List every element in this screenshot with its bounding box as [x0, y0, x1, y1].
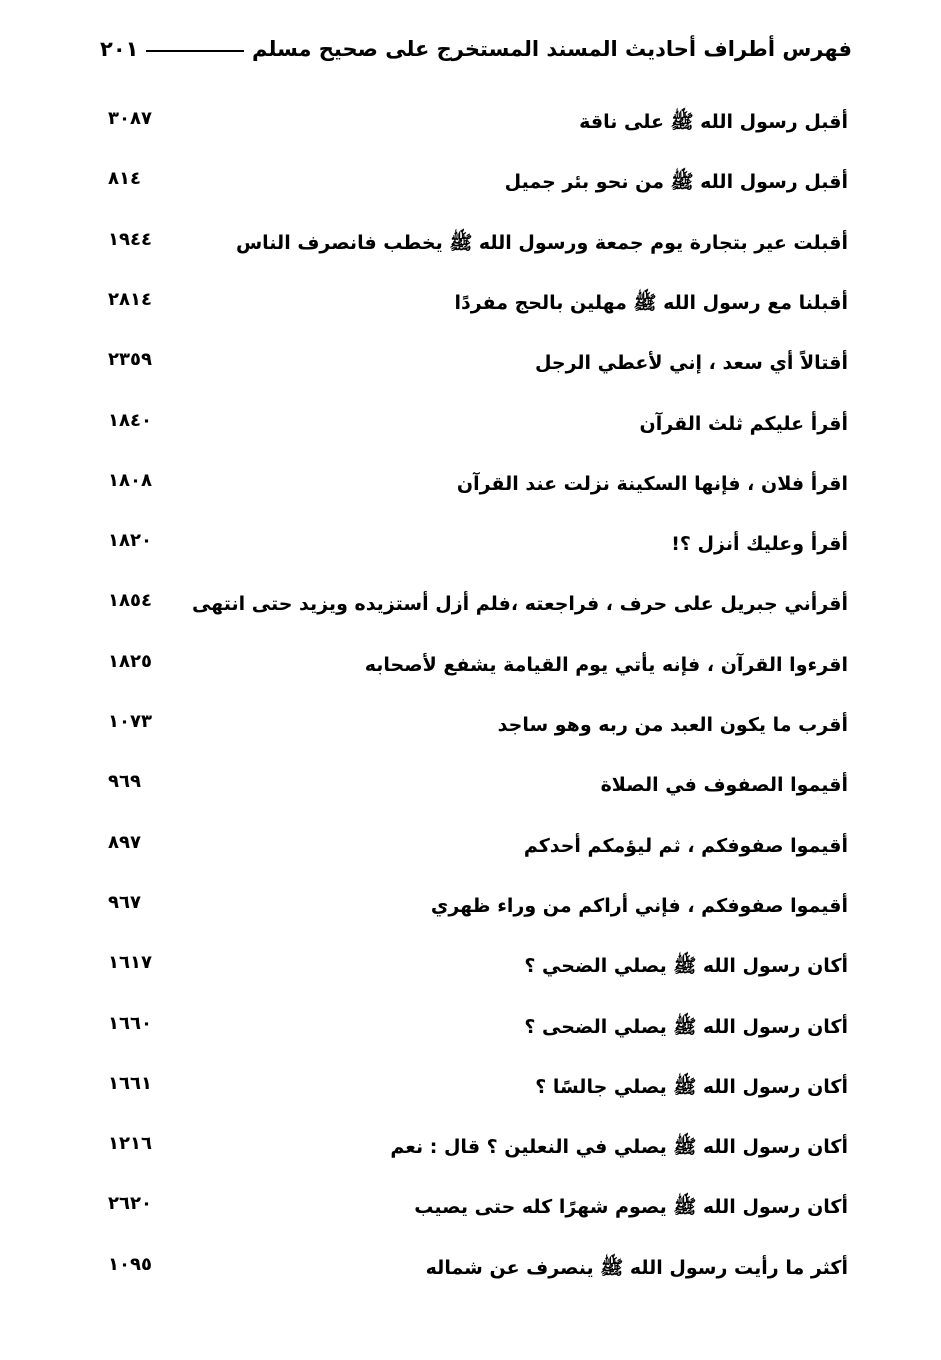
hadith-incipit: أكثر ما رأيت رسول الله ﷺ ينصرف عن شماله	[425, 1256, 848, 1279]
hadith-incipit: أكان رسول الله ﷺ يصلي الضحي ؟	[524, 955, 848, 978]
hadith-number: ٢٦٢٠	[108, 1193, 152, 1215]
index-entry: أكان رسول الله ﷺ يصلي جالسًا ؟ ١٦٦١	[100, 1069, 848, 1105]
hadith-incipit: أقبل رسول الله ﷺ على ناقة	[579, 111, 848, 133]
hadith-incipit: أكان رسول الله ﷺ يصلي في النعلين ؟ قال :…	[390, 1136, 848, 1159]
hadith-incipit: أقبلت عير بتجارة يوم جمعة ورسول الله ﷺ ي…	[235, 231, 848, 254]
hadith-incipit: أكان رسول الله ﷺ يصلي الضحى ؟	[524, 1015, 848, 1038]
hadith-incipit: أكان رسول الله ﷺ يصوم شهرًا كله حتى يصيب	[414, 1196, 848, 1219]
hadith-number: ٣٠٨٧	[108, 108, 152, 129]
hadith-incipit: أقرأ عليكم ثلث القرآن	[639, 412, 848, 435]
hadith-number: ٢٣٥٩	[108, 349, 152, 371]
index-entry: أقيموا صفوفكم ، فإني أراكم من وراء ظهري ٩…	[100, 888, 848, 924]
index-entry: أقبلنا مع رسول الله ﷺ مهلين بالحج مفردًا…	[100, 285, 848, 321]
hadith-number: ١٨٢٥	[108, 650, 152, 672]
hadith-number: ١٠٧٣	[108, 711, 152, 732]
hadith-number: ٩٦٩	[108, 771, 141, 793]
hadith-incipit: أقبل رسول الله ﷺ من نحو بئر جميل	[504, 171, 848, 194]
hadith-number: ١٩٤٤	[108, 228, 152, 250]
index-entry: أقبلت عير بتجارة يوم جمعة ورسول الله ﷺ ي…	[100, 225, 848, 261]
hadith-number: ١٨٢٠	[108, 530, 152, 552]
hadith-number: ١٨٠٨	[108, 469, 152, 491]
hadith-number: ١٨٤٠	[108, 409, 152, 431]
index-entry: اقرأ فلان ، فإنها السكينة نزلت عند القرآ…	[100, 466, 848, 502]
index-entry: أكان رسول الله ﷺ يصلي في النعلين ؟ قال :…	[100, 1129, 848, 1165]
index-entry: أقرأ عليكم ثلث القرآن ١٨٤٠	[100, 406, 848, 442]
page-number: ٢٠١	[100, 37, 139, 61]
hadith-number: ٢٨١٤	[108, 288, 152, 310]
hadith-incipit: اقرأ فلان ، فإنها السكينة نزلت عند القرآ…	[456, 472, 848, 495]
hadith-incipit: أقيموا صفوفكم ، فإني أراكم من وراء ظهري	[430, 894, 848, 917]
hadith-incipit: أقرأ وعليك أنزل ؟!	[671, 533, 848, 556]
header-rule	[146, 50, 245, 52]
hadith-incipit: أقرأني جبريل على حرف ، فراجعته ،فلم أزل …	[191, 593, 848, 616]
index-entry: أقيموا صفوفكم ، ثم ليؤمكم أحدكم ٨٩٧	[100, 828, 848, 864]
index-entry: أقبل رسول الله ﷺ على ناقة ٣٠٨٧	[100, 104, 848, 140]
hadith-number: ١٦١٧	[108, 952, 152, 974]
index-entry: أقرأني جبريل على حرف ، فراجعته ،فلم أزل …	[100, 586, 848, 622]
index-entry: أكان رسول الله ﷺ يصلي الضحي ؟ ١٦١٧	[100, 948, 848, 984]
index-entry: أقرأ وعليك أنزل ؟! ١٨٢٠	[100, 526, 848, 562]
hadith-incipit: أقيموا الصفوف في الصلاة	[600, 774, 848, 797]
index-entry: أقرب ما يكون العبد من ربه وهو ساجد ١٠٧٣	[100, 707, 848, 743]
header-title: فهرس أطراف أحاديث المسند المستخرج على صح…	[252, 37, 852, 61]
hadith-number: ٩٦٧	[108, 891, 141, 913]
index-entry: أقبل رسول الله ﷺ من نحو بئر جميل ٨١٤	[100, 164, 848, 200]
hadith-incipit: اقرءوا القرآن ، فإنه يأتي يوم القيامة يش…	[364, 653, 848, 676]
hadith-number: ٨٩٧	[108, 831, 141, 853]
hadith-incipit: أكان رسول الله ﷺ يصلي جالسًا ؟	[535, 1075, 848, 1098]
hadith-incipit: أقتالاً أي سعد ، إني لأعطي الرجل	[534, 352, 848, 375]
hadith-incipit: أقبلنا مع رسول الله ﷺ مهلين بالحج مفردًا	[454, 291, 848, 314]
hadith-number: ٨١٤	[108, 168, 141, 190]
hadith-number: ١٦٦٠	[108, 1012, 152, 1034]
index-entry: اقرءوا القرآن ، فإنه يأتي يوم القيامة يش…	[100, 647, 848, 683]
hadith-number: ١٢١٦	[108, 1133, 152, 1155]
hadith-number: ١٠٩٥	[108, 1253, 152, 1275]
index-entry: أقيموا الصفوف في الصلاة ٩٦٩	[100, 767, 848, 803]
index-entry: أكثر ما رأيت رسول الله ﷺ ينصرف عن شماله ١…	[100, 1250, 848, 1286]
index-entry: أقتالاً أي سعد ، إني لأعطي الرجل ٢٣٥٩	[100, 345, 848, 381]
index-entry: أكان رسول الله ﷺ يصلي الضحى ؟ ١٦٦٠	[100, 1009, 848, 1045]
index-entry: أكان رسول الله ﷺ يصوم شهرًا كله حتى يصيب…	[100, 1189, 848, 1225]
hadith-number: ١٨٥٤	[108, 590, 152, 612]
hadith-incipit: أقيموا صفوفكم ، ثم ليؤمكم أحدكم	[523, 834, 848, 857]
hadith-incipit: أقرب ما يكون العبد من ربه وهو ساجد	[497, 714, 848, 736]
hadith-number: ١٦٦١	[108, 1072, 152, 1094]
running-header: فهرس أطراف أحاديث المسند المستخرج على صح…	[100, 32, 852, 66]
